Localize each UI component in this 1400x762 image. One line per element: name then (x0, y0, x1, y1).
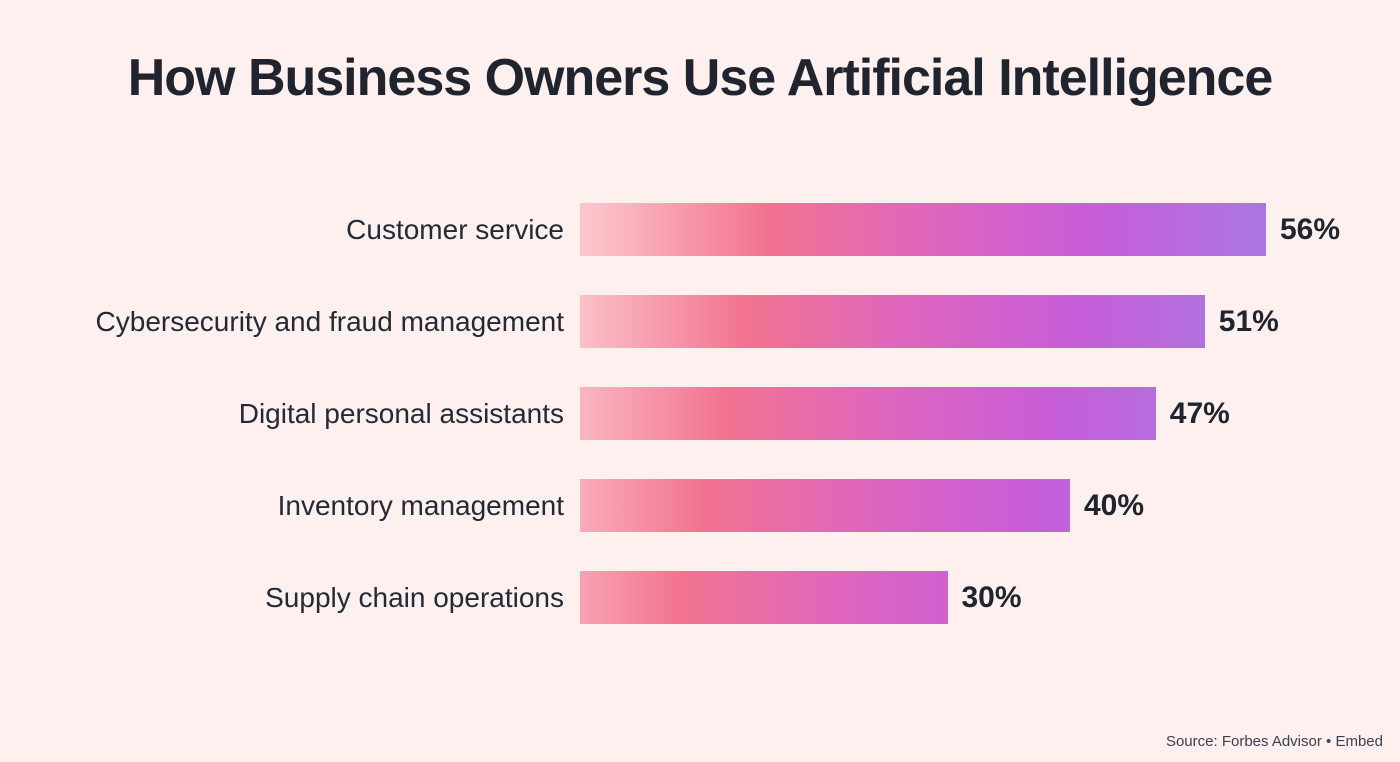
bar-track: 56% (580, 203, 1400, 257)
bar[interactable] (580, 479, 1070, 533)
bar-track: 40% (580, 479, 1400, 533)
source-line: Source: Forbes Advisor • Embed (1166, 733, 1383, 750)
chart-title: How Business Owners Use Artificial Intel… (127, 49, 1274, 107)
chart-row: Inventory management 40% (0, 479, 1400, 533)
category-label: Digital personal assistants (238, 397, 564, 429)
value-label: 47% (1169, 396, 1230, 430)
category-label: Inventory management (277, 489, 564, 521)
chart-row: Customer service 56% (0, 203, 1400, 257)
bar-track: 30% (580, 571, 1400, 625)
chart-row: Supply chain operations 30% (0, 571, 1400, 625)
value-label: 51% (1218, 304, 1279, 338)
bar-track: 47% (580, 387, 1400, 441)
value-label: 40% (1084, 488, 1145, 522)
bar[interactable] (580, 295, 1205, 349)
source-text: Source: Forbes Advisor (1165, 733, 1322, 750)
bar[interactable] (580, 387, 1156, 441)
bar-track: 51% (580, 295, 1400, 349)
chart-row: Digital personal assistants 47% (0, 387, 1400, 441)
value-label: 30% (961, 580, 1022, 614)
value-label: 56% (1280, 212, 1341, 246)
embed-link[interactable]: Embed (1335, 733, 1383, 750)
category-label: Cybersecurity and fraud management (95, 305, 564, 337)
category-label: Supply chain operations (265, 581, 564, 613)
bar-chart: Customer service 56% Cybersecurity and f… (0, 203, 1400, 625)
source-separator: • (1326, 733, 1332, 750)
bar[interactable] (580, 571, 948, 625)
chart-row: Cybersecurity and fraud management 51% (0, 295, 1400, 349)
category-label: Customer service (346, 213, 564, 245)
bar[interactable] (580, 203, 1266, 257)
